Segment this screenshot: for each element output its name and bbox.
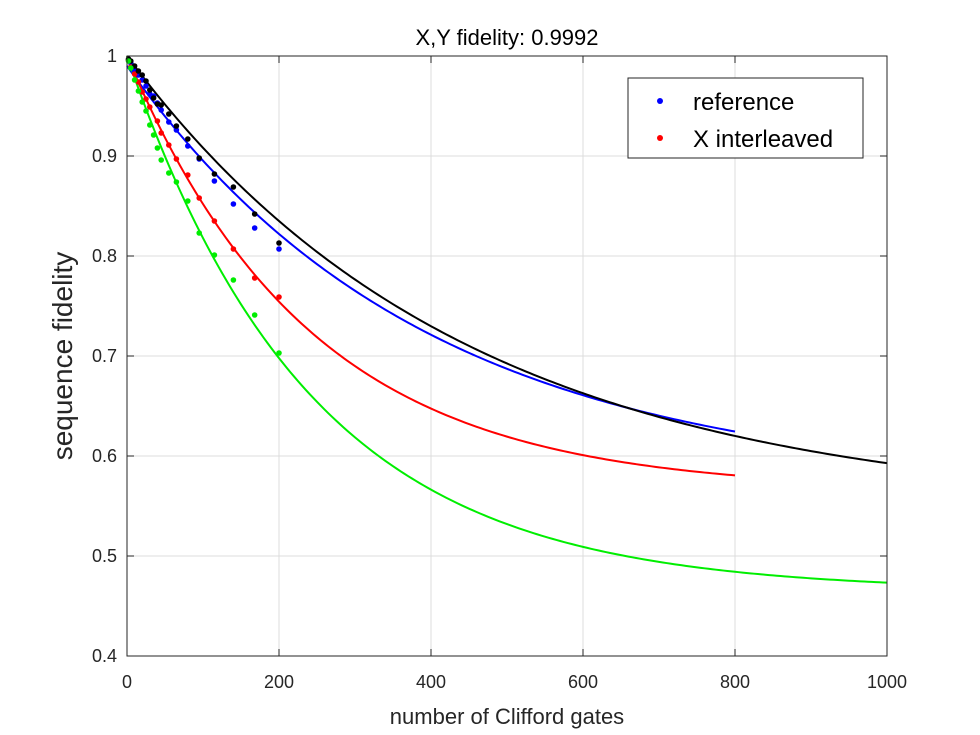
y-tick-label: 1 — [107, 46, 117, 66]
data-point — [173, 127, 180, 133]
data-point — [143, 78, 149, 84]
y-tick-label: 0.7 — [92, 346, 117, 366]
y-tick-label: 0.8 — [92, 246, 117, 266]
x-tick-label: 1000 — [867, 672, 907, 692]
x-tick-label: 800 — [720, 672, 750, 692]
data-point — [143, 83, 149, 89]
x-tick-label: 400 — [416, 672, 446, 692]
legend-label-reference: reference — [693, 89, 794, 116]
data-point — [230, 246, 237, 252]
data-point — [211, 218, 218, 224]
y-tick-label: 0.6 — [92, 446, 117, 466]
data-point — [143, 96, 149, 102]
data-point — [276, 246, 282, 252]
data-point — [158, 107, 164, 113]
x-axis-label: number of Clifford gates — [390, 704, 624, 729]
x-tick-label: 200 — [264, 672, 294, 692]
fit-curve-3 — [126, 55, 888, 584]
fit-curve-2 — [126, 55, 888, 465]
data-point — [185, 136, 191, 142]
data-point — [131, 71, 138, 77]
data-point — [185, 143, 191, 149]
data-point — [158, 157, 164, 163]
chart-title: X,Y fidelity: 0.9992 — [415, 25, 598, 50]
data-point — [158, 102, 164, 108]
data-point — [128, 65, 134, 71]
data-point — [154, 118, 161, 124]
y-tick-label: 0.9 — [92, 146, 117, 166]
data-point — [173, 179, 180, 185]
data-point — [211, 252, 218, 258]
data-point — [230, 277, 237, 283]
legend-marker-reference — [657, 98, 663, 104]
fit-curves — [126, 55, 888, 584]
y-tick-label: 0.4 — [92, 646, 117, 666]
data-point — [139, 99, 145, 105]
data-point — [173, 123, 180, 129]
data-point — [196, 155, 202, 161]
data-point — [196, 195, 202, 201]
data-point — [251, 275, 258, 281]
data-point — [196, 230, 202, 236]
data-point — [230, 184, 237, 190]
data-point — [135, 68, 142, 74]
legend-label-x-interleaved: X interleaved — [693, 126, 833, 153]
data-point — [147, 87, 153, 93]
legend-marker-x-interleaved — [657, 135, 663, 141]
data-point — [139, 72, 145, 78]
legend-box — [627, 77, 864, 159]
data-point — [166, 119, 172, 125]
data-point — [131, 77, 138, 83]
data-point — [211, 178, 218, 184]
axis-ticks — [126, 55, 888, 657]
data-point — [211, 171, 218, 177]
data-point — [166, 111, 172, 117]
fit-curve-1 — [126, 55, 736, 477]
data-point — [150, 132, 157, 138]
data-point — [251, 211, 258, 217]
legend: reference X interleaved — [627, 77, 864, 159]
x-tick-label: 0 — [122, 672, 132, 692]
data-point — [276, 240, 282, 246]
data-points — [125, 56, 282, 356]
x-tick-label: 600 — [568, 672, 598, 692]
data-point — [166, 170, 172, 176]
data-point — [230, 201, 237, 207]
data-point — [143, 108, 149, 114]
data-point — [135, 88, 142, 94]
data-point — [185, 172, 191, 178]
tick-labels: 0 200 400 600 800 1000 0.4 0.5 0.6 0.7 0.8 0.9 1 — [92, 46, 907, 692]
data-point — [166, 142, 172, 148]
y-axis-label: sequence fidelity — [47, 252, 78, 461]
data-point — [185, 198, 191, 204]
y-tick-label: 0.5 — [92, 546, 117, 566]
data-point — [154, 145, 161, 151]
data-point — [251, 225, 258, 231]
data-point — [173, 156, 180, 162]
data-point — [276, 294, 282, 300]
data-point — [147, 104, 153, 110]
data-point — [147, 122, 153, 128]
data-point — [150, 95, 157, 101]
data-point — [251, 312, 258, 318]
data-point — [276, 350, 282, 356]
data-point — [158, 130, 164, 136]
